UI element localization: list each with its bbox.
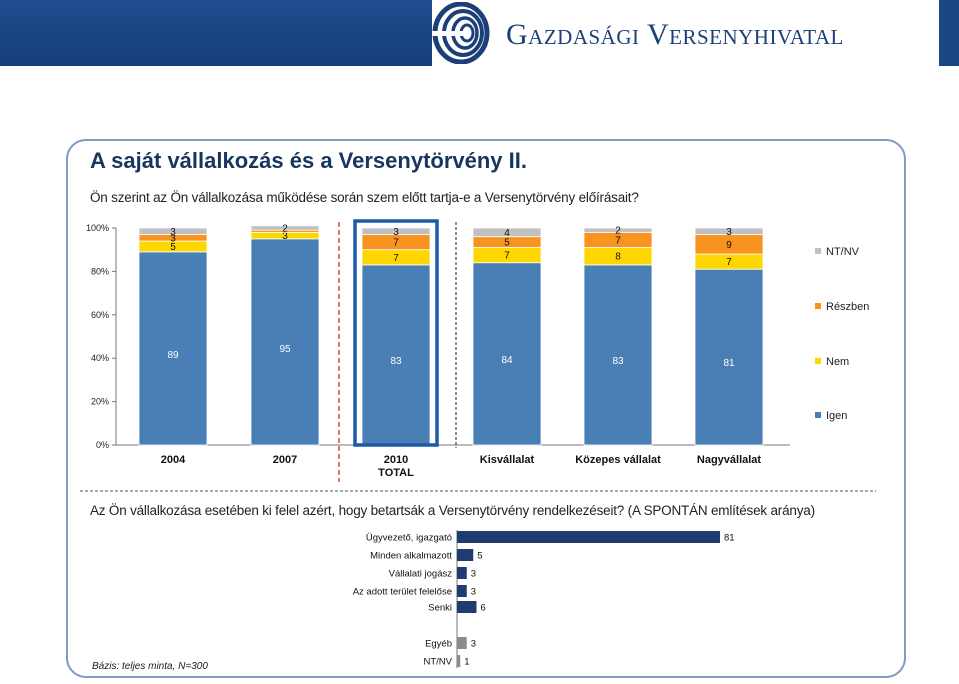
legend-label: Nem	[826, 356, 849, 368]
hbar-value-label: 6	[480, 603, 485, 614]
y-tick-label: 40%	[91, 353, 109, 363]
category-label: 2007	[273, 454, 297, 466]
category-label: Kisvállalat	[480, 454, 535, 466]
header-band-right	[939, 0, 959, 66]
hbar	[457, 585, 467, 597]
data-label: 7	[393, 253, 399, 264]
data-label: 89	[167, 350, 179, 361]
legend-label: Igen	[826, 410, 847, 422]
legend-swatch	[815, 358, 821, 364]
bar-segment-ntnv	[472, 227, 542, 238]
y-tick-label: 0%	[96, 440, 109, 450]
hbar	[457, 655, 461, 667]
data-label: 3	[170, 227, 176, 238]
bar-segment-ntnv	[138, 227, 208, 235]
category-label: Nagyvállalat	[697, 454, 762, 466]
data-label: 3	[170, 233, 176, 244]
data-label: 3	[282, 231, 288, 242]
data-label: 3	[726, 227, 732, 238]
hbar-category-label: NT/NV	[424, 657, 453, 668]
data-label: 8	[615, 252, 621, 263]
legend-label: Részben	[826, 301, 869, 313]
legend-swatch	[815, 303, 821, 309]
bar-segment-ntnv	[583, 227, 653, 233]
data-label: 7	[615, 235, 621, 246]
legend-swatch	[815, 248, 821, 254]
hbar-value-label: 1	[464, 657, 469, 668]
data-label: 7	[726, 257, 732, 268]
bar-segment-igen	[583, 264, 653, 446]
question-2: Az Ön vállalkozása esetében ki felel azé…	[90, 503, 815, 518]
hbar	[457, 531, 720, 543]
data-label: 3	[393, 227, 399, 238]
y-tick-label: 100%	[86, 223, 109, 233]
hbar-category-label: Ügyvezető, igazgató	[366, 533, 452, 544]
hbar-category-label: Senki	[428, 603, 452, 614]
hbar	[457, 601, 477, 613]
hbar-value-label: 81	[724, 533, 735, 544]
bar-segment-igen	[361, 264, 431, 446]
spiral-logo-icon	[432, 2, 490, 64]
data-label: 83	[390, 356, 402, 367]
hbar-category-label: Az adott terület felelőse	[353, 587, 452, 598]
bar-segment-ntnv	[361, 227, 431, 235]
highlight-frame	[353, 219, 439, 447]
data-label: 84	[501, 355, 513, 366]
y-tick-label: 80%	[91, 266, 109, 276]
header-band	[0, 0, 432, 66]
hbar-category-label: Egyéb	[425, 639, 452, 650]
hbar-category-label: Minden alkalmazott	[370, 551, 452, 562]
hbar-value-label: 3	[471, 587, 476, 598]
legend-label: NT/NV	[826, 246, 860, 258]
content-panel	[66, 139, 906, 678]
logo-text: Gazdasági Versenyhivatal	[506, 18, 844, 51]
hbar	[457, 549, 474, 561]
data-label: 81	[723, 358, 735, 369]
bar-segment-ntnv	[694, 227, 764, 235]
data-label: 7	[504, 251, 510, 262]
category-label: 2004	[161, 454, 186, 466]
data-label: 83	[612, 356, 624, 367]
bar-segment-igen	[250, 238, 320, 446]
category-label: 2010	[384, 454, 408, 466]
data-label: 5	[170, 242, 176, 253]
question-1: Ön szerint az Ön vállalkozása működése s…	[90, 190, 639, 205]
data-label: 7	[393, 238, 399, 249]
bar-segment-igen	[472, 262, 542, 446]
slide-title: A saját vállalkozás és a Versenytörvény …	[90, 148, 527, 173]
y-tick-label: 20%	[91, 397, 109, 407]
data-label: 2	[615, 226, 621, 237]
hbar	[457, 637, 467, 649]
category-label: TOTAL	[378, 467, 414, 479]
y-tick-label: 60%	[91, 310, 109, 320]
data-label: 4	[504, 228, 510, 239]
hbar-value-label: 3	[471, 569, 476, 580]
hbar	[457, 567, 467, 579]
data-label: 2	[282, 224, 288, 235]
data-label: 9	[726, 240, 732, 251]
base-note: Bázis: teljes minta, N=300	[92, 661, 208, 672]
bar-segment-ntnv	[250, 225, 320, 231]
data-label: 95	[279, 344, 291, 355]
hbar-category-label: Vállalati jogász	[389, 569, 453, 580]
data-label: 5	[504, 238, 510, 249]
hbar-value-label: 5	[477, 551, 482, 562]
legend-swatch	[815, 412, 821, 418]
bar-segment-igen	[138, 251, 208, 446]
hbar-value-label: 3	[471, 639, 476, 650]
bar-segment-igen	[694, 268, 764, 446]
category-label: Közepes vállalat	[575, 454, 661, 466]
